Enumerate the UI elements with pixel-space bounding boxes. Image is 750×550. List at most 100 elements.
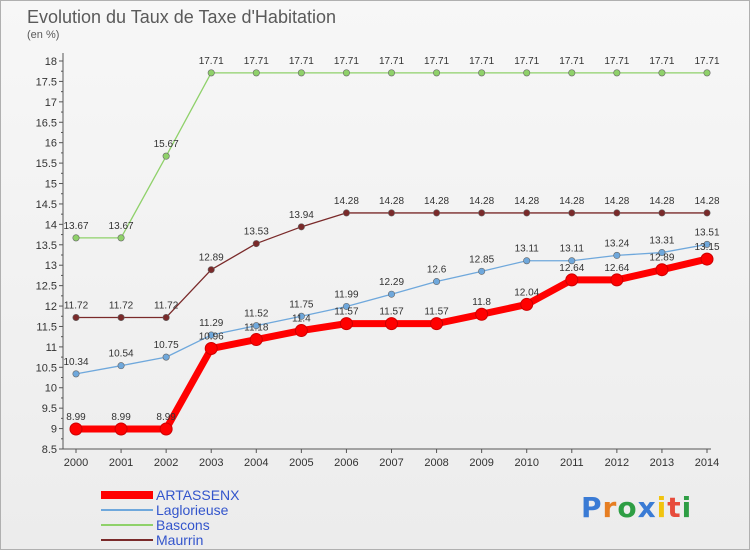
data-point-maurrin — [478, 209, 486, 217]
data-label-bascons: 17.71 — [559, 56, 584, 67]
data-label-bascons: 17.71 — [604, 56, 629, 67]
y-tick-label: 12 — [45, 301, 57, 313]
data-point-bascons — [72, 234, 80, 242]
data-point-laglorieuse — [478, 267, 486, 275]
data-point-artassenx — [204, 342, 218, 356]
data-label-artassenx: 11.8 — [472, 297, 491, 308]
data-label-maurrin: 14.28 — [514, 196, 539, 207]
data-label-laglorieuse: 13.11 — [515, 244, 540, 255]
data-point-artassenx — [385, 317, 398, 331]
legend-item-bascons: Bascons — [101, 517, 210, 533]
data-point-bascons — [162, 152, 170, 160]
data-label-maurrin: 14.28 — [424, 196, 449, 207]
data-point-laglorieuse — [387, 290, 395, 298]
y-tick-label: 17 — [45, 97, 57, 109]
data-point-bascons — [703, 69, 711, 77]
data-point-artassenx — [610, 273, 624, 287]
x-tick-label: 2002 — [154, 457, 178, 469]
data-point-bascons — [613, 69, 621, 77]
y-tick-label: 10 — [45, 383, 57, 395]
data-label-bascons: 15.67 — [154, 139, 179, 150]
data-point-maurrin — [207, 266, 215, 274]
data-label-bascons: 17.71 — [379, 56, 404, 67]
legend-label: Laglorieuse — [156, 501, 229, 518]
data-label-maurrin: 11.72 — [64, 300, 89, 311]
legend-item-maurrin: Maurrin — [101, 532, 203, 548]
y-tick-label: 15.5 — [36, 158, 57, 170]
x-tick-label: 2001 — [109, 457, 133, 469]
legend-item-laglorieuse: Laglorieuse — [101, 501, 229, 518]
data-label-maurrin: 12.89 — [199, 253, 224, 264]
x-tick-label: 2004 — [244, 457, 268, 469]
data-point-bascons — [478, 69, 486, 77]
data-label-artassenx: 8.99 — [111, 412, 131, 423]
data-point-laglorieuse — [117, 362, 125, 370]
data-point-bascons — [523, 69, 531, 77]
data-label-bascons: 17.71 — [424, 56, 449, 67]
data-label-bascons: 17.71 — [334, 56, 359, 67]
data-label-laglorieuse: 10.34 — [63, 357, 88, 368]
data-label-laglorieuse: 13.51 — [694, 227, 719, 238]
legend-swatch — [101, 508, 153, 511]
data-point-maurrin — [72, 313, 80, 321]
y-tick-label: 13.5 — [36, 240, 57, 252]
data-label-artassenx: 12.89 — [649, 253, 674, 264]
x-tick-label: 2014 — [695, 457, 719, 469]
data-point-maurrin — [613, 209, 621, 217]
data-label-laglorieuse: 11.75 — [289, 299, 314, 310]
data-point-bascons — [433, 69, 441, 77]
data-point-maurrin — [703, 209, 711, 217]
data-point-laglorieuse — [342, 302, 350, 310]
data-point-artassenx — [114, 422, 128, 436]
y-axis-unit: (en %) — [27, 29, 60, 41]
data-point-artassenx — [69, 422, 83, 436]
data-point-artassenx — [565, 273, 579, 287]
data-point-bascons — [387, 69, 395, 77]
data-label-artassenx: 8.99 — [66, 412, 86, 423]
data-point-artassenx — [700, 252, 714, 266]
data-label-bascons: 17.71 — [694, 56, 719, 67]
data-label-maurrin: 14.28 — [379, 196, 404, 207]
data-point-bascons — [117, 234, 125, 242]
data-label-maurrin: 13.53 — [244, 227, 269, 238]
x-tick-label: 2008 — [424, 457, 448, 469]
data-label-laglorieuse: 12.85 — [469, 254, 494, 265]
data-label-laglorieuse: 12.29 — [379, 277, 404, 288]
data-point-maurrin — [658, 209, 666, 217]
data-point-artassenx — [294, 324, 308, 338]
chart-title: Evolution du Taux de Taxe d'Habitation — [27, 7, 336, 27]
data-label-maurrin: 14.28 — [334, 196, 359, 207]
data-label-maurrin: 14.28 — [559, 196, 584, 207]
data-point-laglorieuse — [72, 370, 80, 378]
data-label-artassenx: 12.04 — [514, 287, 539, 298]
data-label-laglorieuse: 11.99 — [334, 289, 359, 300]
data-label-bascons: 17.71 — [469, 56, 494, 67]
data-point-laglorieuse — [568, 257, 576, 265]
x-tick-label: 2007 — [379, 457, 403, 469]
data-point-bascons — [658, 69, 666, 77]
data-label-maurrin: 11.72 — [109, 300, 134, 311]
data-point-laglorieuse — [162, 353, 170, 361]
y-tick-label: 15 — [45, 179, 57, 191]
y-tick-label: 14 — [45, 219, 57, 231]
data-label-laglorieuse: 13.24 — [604, 238, 629, 249]
data-label-maurrin: 13.94 — [289, 210, 314, 221]
y-tick-label: 8.5 — [42, 444, 57, 456]
data-label-laglorieuse: 11.52 — [244, 309, 269, 320]
y-tick-label: 13 — [45, 260, 57, 272]
data-point-laglorieuse — [207, 331, 215, 339]
data-point-artassenx — [520, 297, 534, 311]
data-label-laglorieuse: 10.54 — [109, 349, 134, 360]
data-point-artassenx — [430, 317, 444, 331]
data-label-bascons: 17.71 — [514, 56, 539, 67]
x-tick-label: 2012 — [605, 457, 629, 469]
data-point-artassenx — [475, 307, 489, 321]
data-point-maurrin — [117, 313, 125, 321]
y-tick-label: 9 — [51, 424, 57, 436]
data-label-artassenx: 11.57 — [424, 307, 449, 318]
y-tick-label: 18 — [45, 56, 57, 68]
data-label-bascons: 17.71 — [244, 56, 269, 67]
data-label-laglorieuse: 13.11 — [560, 244, 585, 255]
legend-label: ARTASSENX — [156, 486, 240, 503]
data-label-artassenx: 10.96 — [199, 332, 224, 343]
